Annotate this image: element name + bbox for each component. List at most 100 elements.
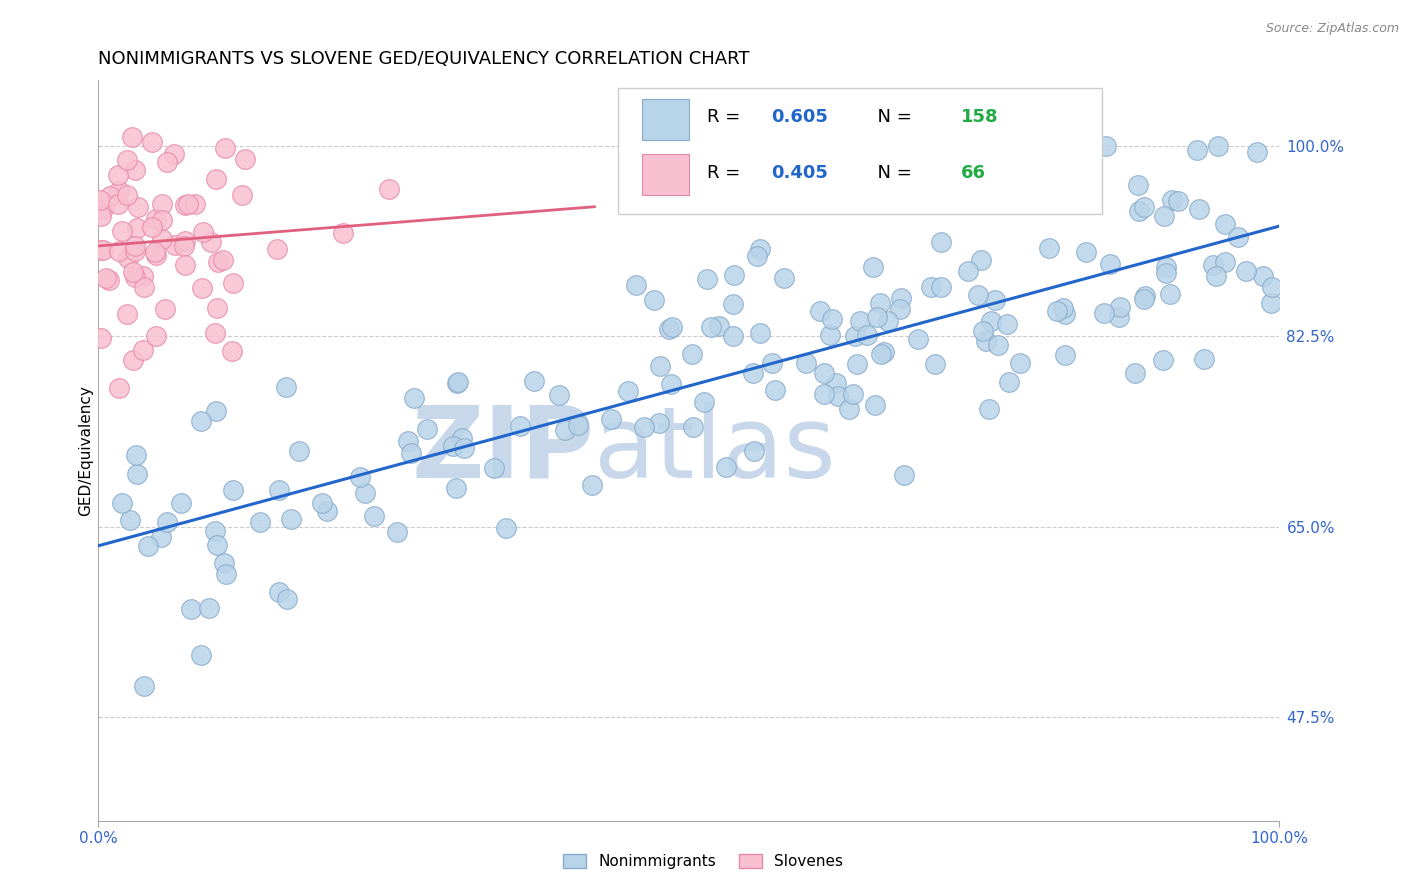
Point xyxy=(813,387,835,401)
Point xyxy=(920,280,942,294)
Point xyxy=(967,288,990,302)
Point xyxy=(141,219,163,234)
Point xyxy=(150,530,173,544)
Text: R =: R = xyxy=(707,108,745,127)
Point xyxy=(1153,209,1175,223)
Point xyxy=(844,329,866,343)
Point xyxy=(979,401,1001,416)
Point xyxy=(115,187,138,202)
Point xyxy=(108,381,131,395)
Point xyxy=(842,386,865,401)
Point xyxy=(509,418,531,433)
Point xyxy=(132,268,155,283)
Point xyxy=(1108,301,1130,315)
Point xyxy=(721,297,744,311)
Point xyxy=(787,151,810,165)
FancyBboxPatch shape xyxy=(641,154,689,195)
Point xyxy=(399,446,422,460)
Point xyxy=(709,319,731,334)
Point xyxy=(276,380,298,394)
Point xyxy=(699,320,721,334)
Point xyxy=(122,353,145,368)
Point xyxy=(276,591,298,606)
Point xyxy=(1133,292,1156,306)
Point xyxy=(121,265,143,279)
Point xyxy=(547,388,569,402)
Point xyxy=(1038,241,1060,255)
Point xyxy=(998,376,1021,390)
Point xyxy=(163,146,186,161)
Point xyxy=(1152,353,1174,368)
Point xyxy=(1108,310,1130,324)
Point xyxy=(870,347,893,361)
Point xyxy=(893,468,915,483)
Point xyxy=(658,321,681,335)
Point xyxy=(269,483,291,497)
Point xyxy=(108,244,131,258)
Point xyxy=(1161,194,1184,208)
Point xyxy=(191,225,214,239)
FancyBboxPatch shape xyxy=(619,87,1102,213)
Point xyxy=(1133,288,1156,302)
Point xyxy=(145,329,167,343)
Point xyxy=(846,357,869,371)
Point xyxy=(838,401,860,416)
Point xyxy=(90,244,112,258)
Point xyxy=(969,253,991,268)
Point xyxy=(1074,244,1097,259)
Point xyxy=(1226,229,1249,244)
Point xyxy=(402,391,425,405)
Point xyxy=(907,333,929,347)
Point xyxy=(183,197,205,211)
Point xyxy=(929,279,952,293)
Point xyxy=(145,247,167,261)
Point xyxy=(869,296,891,310)
Point xyxy=(855,328,877,343)
Point xyxy=(117,251,139,265)
Point xyxy=(150,213,173,227)
Point xyxy=(124,244,146,259)
Point xyxy=(987,338,1010,352)
Point xyxy=(267,585,290,599)
Text: 0.605: 0.605 xyxy=(772,108,828,127)
Point xyxy=(124,269,146,284)
Point xyxy=(794,355,817,369)
Point xyxy=(1213,218,1236,232)
Point xyxy=(98,189,121,203)
Point xyxy=(156,515,179,529)
Point xyxy=(108,184,131,198)
Point xyxy=(659,376,682,391)
Point xyxy=(153,302,176,317)
Point xyxy=(205,404,228,418)
Point xyxy=(495,521,517,535)
Point xyxy=(316,504,339,518)
Point xyxy=(1046,304,1069,318)
Point xyxy=(1092,306,1115,320)
Point xyxy=(808,303,831,318)
Point xyxy=(91,202,114,217)
Point xyxy=(1260,295,1282,310)
Point xyxy=(115,307,138,321)
Point xyxy=(761,356,783,370)
Point xyxy=(747,249,769,263)
Point xyxy=(127,200,149,214)
Point xyxy=(523,374,546,388)
Point xyxy=(1234,264,1257,278)
Point xyxy=(827,389,849,403)
Point xyxy=(212,556,235,570)
Point xyxy=(600,412,623,426)
Point xyxy=(862,260,884,275)
Point xyxy=(205,538,228,552)
Point xyxy=(648,416,671,430)
Point xyxy=(567,418,589,433)
Point xyxy=(111,495,134,509)
Text: NONIMMIGRANTS VS SLOVENE GED/EQUIVALENCY CORRELATION CHART: NONIMMIGRANTS VS SLOVENE GED/EQUIVALENCY… xyxy=(98,50,749,68)
Point xyxy=(221,343,243,358)
Point xyxy=(266,243,288,257)
Point xyxy=(1159,287,1181,301)
Point xyxy=(974,334,997,349)
Point xyxy=(174,258,197,272)
Point xyxy=(150,196,173,211)
Point xyxy=(997,317,1019,331)
Point xyxy=(866,310,889,324)
